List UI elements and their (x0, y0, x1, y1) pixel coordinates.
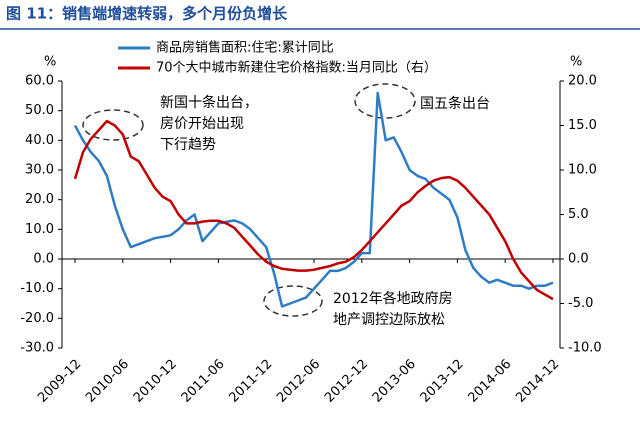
y-tick-label: 50.0 (25, 103, 54, 118)
x-tick-label: 2009-12 (35, 357, 84, 406)
y2-tick-label: 20.0 (568, 74, 597, 89)
y2-tick-label: -10.0 (568, 341, 602, 356)
y-tick-label: 0.0 (33, 252, 54, 267)
x-tick-label: 2013-12 (418, 357, 467, 406)
y-tick-label: 30.0 (25, 163, 54, 178)
legend-label: 70个大中城市新建住宅价格指数:当月同比（右） (156, 60, 437, 76)
annotation: 房价开始出现 (160, 116, 244, 132)
series-line (73, 91, 554, 308)
x-tick-label: 2014-06 (465, 357, 514, 406)
annotation: 下行趋势 (160, 137, 216, 153)
legend-label: 商品房销售面积:住宅:累计同比 (156, 40, 334, 56)
y2-tick-label: -5.0 (568, 296, 593, 311)
y2-tick-label: 10.0 (568, 163, 597, 178)
x-tick-label: 2011-06 (179, 357, 228, 406)
chart-title: 图 11：销售端增速转弱，多个月份负增长 (6, 5, 288, 23)
series-line (73, 119, 554, 301)
y2-tick-label: 5.0 (568, 207, 589, 222)
y-tick-label: -10.0 (20, 281, 54, 296)
annotation: 2012年各地政府房 (333, 291, 453, 307)
x-tick-label: 2011-12 (226, 357, 275, 406)
x-tick-label: 2010-12 (131, 357, 180, 406)
annotation-ellipses (82, 83, 416, 317)
y-tick-label: -20.0 (20, 311, 54, 326)
x-tick-label: 2012-06 (274, 357, 323, 406)
y-tick-label: 40.0 (25, 133, 54, 148)
y2-tick-label: 15.0 (568, 118, 597, 133)
y2-tick-label: 0.0 (568, 252, 589, 267)
y-tick-label: 10.0 (25, 222, 54, 237)
annotation: 国五条出台 (420, 95, 490, 112)
y2-axis-label: % (570, 55, 582, 70)
y-axis-label: % (44, 55, 56, 70)
annotation: 新国十条出台， (160, 94, 258, 111)
annotation: 地产调控边际放松 (333, 312, 445, 328)
y-tick-label: 20.0 (25, 192, 54, 207)
x-tick-label: 2010-06 (83, 357, 132, 406)
y-tick-label: 60.0 (25, 74, 54, 89)
x-tick-label: 2012-12 (322, 357, 371, 406)
x-tick-label: 2013-06 (370, 357, 419, 406)
y-tick-label: -30.0 (20, 341, 54, 356)
x-tick-label: 2014-12 (513, 357, 562, 406)
